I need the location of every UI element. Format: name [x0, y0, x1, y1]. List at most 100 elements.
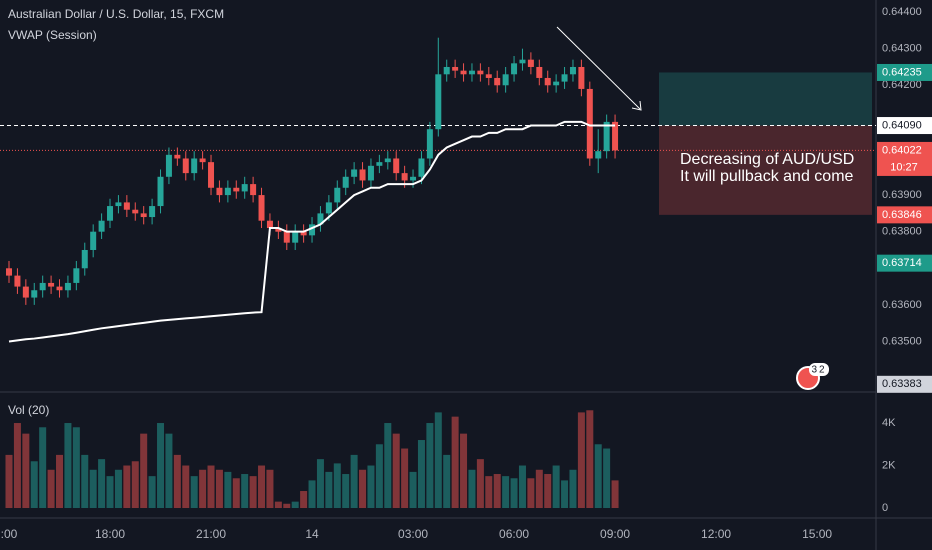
volume-bar — [417, 440, 425, 509]
volume-bar — [89, 469, 97, 509]
volume-bar — [586, 410, 594, 509]
candle-body — [140, 213, 147, 218]
countdown: 10:27 — [890, 161, 918, 173]
candle-body — [544, 77, 551, 86]
candle-body — [460, 70, 467, 75]
candle-body — [494, 77, 501, 86]
volume-bar — [47, 469, 55, 509]
volume-bar — [552, 465, 560, 509]
candle-body — [165, 154, 172, 177]
candle-body — [39, 282, 46, 291]
volume-bar — [359, 469, 367, 509]
vwap-line — [8, 120, 616, 343]
volume-bar — [30, 461, 38, 509]
candle-body — [511, 63, 518, 75]
x-tick-label: 12:00 — [701, 527, 731, 541]
candle-body — [292, 231, 299, 243]
volume-bar — [594, 444, 602, 509]
candle-body — [22, 286, 29, 298]
volume-bar — [283, 503, 291, 509]
volume-bar — [199, 469, 207, 509]
volume-bar — [577, 412, 585, 509]
x-tick-label: 15:00 — [802, 527, 832, 541]
volume-bar — [518, 465, 526, 509]
candle-body — [199, 158, 206, 163]
candle-body — [216, 187, 223, 196]
volume-bar — [367, 465, 375, 509]
candle-body — [241, 184, 248, 192]
volume-bar — [258, 465, 266, 509]
position-tool[interactable] — [659, 72, 872, 215]
candle-body — [477, 70, 484, 75]
volume-bar — [131, 461, 139, 509]
volume-bar — [316, 459, 324, 509]
volume-bar — [384, 423, 392, 509]
candle-body — [107, 206, 114, 221]
candle-body — [191, 158, 198, 174]
volume-tick-label: 4K — [882, 417, 896, 429]
annotation-line[interactable]: Decreasing of AUD/USD — [680, 151, 854, 168]
volume-bar — [468, 469, 476, 509]
candle-body — [266, 220, 273, 229]
y-tick-label: 0.63500 — [882, 335, 922, 347]
candle-body — [258, 195, 265, 221]
volume-bar — [148, 476, 156, 509]
annotation-line[interactable]: It will pullback and come — [680, 168, 854, 185]
candle-body — [612, 121, 619, 151]
volume-bar — [81, 454, 89, 509]
candle-body — [452, 66, 459, 71]
y-tick-label: 0.63900 — [882, 189, 922, 201]
volume-bar — [182, 465, 190, 509]
volume-bar — [39, 427, 47, 509]
volume-bar — [443, 454, 451, 509]
candle-body — [376, 162, 383, 166]
candle-body — [342, 176, 349, 188]
candle-body — [468, 70, 475, 75]
volume-bar — [249, 476, 257, 509]
volume-bar — [561, 480, 569, 509]
x-tick-label: 09:00 — [600, 527, 630, 541]
price-label-box — [877, 254, 932, 272]
volume-bar — [72, 427, 80, 509]
volume-bar — [13, 423, 21, 509]
volume-bar — [527, 478, 535, 509]
price-label: 0.63383 — [882, 378, 922, 390]
price-label-box — [877, 117, 932, 135]
badge-count-bg — [809, 363, 829, 376]
volume-bar — [569, 469, 577, 509]
symbol-title: Australian Dollar / U.S. Dollar, 15, FXC… — [8, 7, 224, 21]
candle-body — [485, 74, 492, 78]
candle-body — [174, 154, 181, 159]
volume-bar — [300, 491, 308, 509]
volume-tick-label: 0 — [882, 502, 888, 514]
trend-arrow[interactable] — [556, 26, 641, 110]
x-tick-label: 06:00 — [499, 527, 529, 541]
candle-body — [426, 129, 433, 159]
candle-body — [149, 206, 156, 218]
candle-body — [418, 158, 425, 177]
candle-body — [123, 202, 130, 210]
volume-bar — [409, 471, 417, 509]
candle-body — [603, 121, 610, 152]
volume-bar — [460, 433, 468, 509]
y-tick-label: 0.64200 — [882, 79, 922, 91]
candle-body — [502, 74, 509, 86]
candle-body — [81, 249, 88, 269]
candle-body — [56, 286, 63, 291]
volume-bar — [392, 433, 400, 509]
x-tick-label: 21:00 — [196, 527, 226, 541]
volume-bar — [342, 474, 350, 509]
candle-body — [31, 290, 38, 298]
volume-bar — [493, 474, 501, 509]
candle-body — [553, 81, 560, 86]
volume-bar — [375, 444, 383, 509]
volume-bar — [114, 469, 122, 509]
candle-body — [14, 275, 21, 287]
price-label-box — [877, 63, 932, 81]
volume-bar — [224, 471, 232, 509]
volume-bar — [5, 454, 13, 509]
volume-bar — [535, 469, 543, 509]
volume-bar — [232, 478, 240, 509]
volume-bar — [333, 463, 341, 509]
